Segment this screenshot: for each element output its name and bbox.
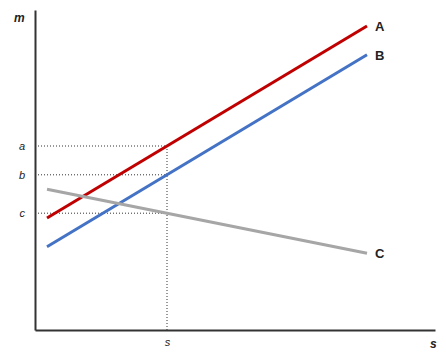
grid-line	[35, 146, 167, 147]
series-label: B	[375, 48, 384, 63]
series-line	[47, 26, 367, 218]
series-label: A	[375, 19, 385, 34]
chart: AB Cs a b c m s	[0, 0, 446, 355]
tick: s	[165, 330, 171, 348]
series-line	[47, 189, 367, 253]
y-axis-title: m	[14, 11, 25, 25]
tick: b	[19, 169, 35, 181]
tick: a	[19, 140, 35, 152]
axis-line	[36, 330, 436, 332]
tick-label: a	[19, 140, 25, 152]
axis-line	[35, 11, 37, 331]
series-line	[47, 55, 367, 247]
tick-label: c	[20, 207, 26, 219]
guide-lines	[35, 146, 167, 330]
plot-area	[47, 26, 367, 253]
x-axis: s	[36, 330, 436, 348]
y-axis: a b c	[19, 11, 36, 331]
tick-label: s	[165, 336, 171, 348]
x-axis-title: s	[430, 337, 437, 351]
series-label: C	[375, 246, 385, 261]
tick-label: b	[19, 169, 25, 181]
tick: c	[20, 207, 36, 219]
grid-line	[35, 174, 167, 175]
